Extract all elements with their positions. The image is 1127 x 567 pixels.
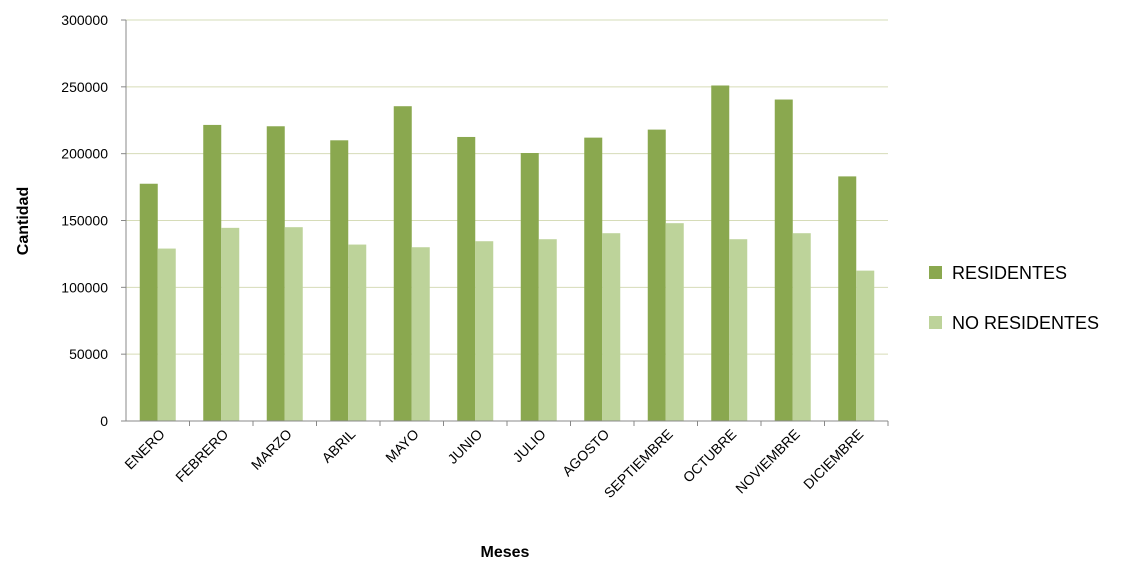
bar-no-residentes-marzo bbox=[284, 227, 303, 421]
x-axis: ENERO FEBRERO MARZO ABRIL MAYO JUNIO JULIO AGOS… bbox=[121, 420, 889, 501]
gridlines bbox=[126, 19, 888, 355]
x-tick-label: NOVIEMBRE bbox=[732, 426, 803, 497]
x-tick-label: ABRIL bbox=[318, 426, 358, 466]
x-tick-label: ENERO bbox=[121, 426, 168, 473]
legend-label: NO RESIDENTES bbox=[952, 313, 1099, 333]
bars bbox=[139, 85, 875, 422]
y-tick-label: 250000 bbox=[61, 79, 108, 95]
y-tick-label: 50000 bbox=[69, 346, 108, 362]
legend-swatch bbox=[929, 316, 942, 329]
y-axis: 0 50000 100000 150000 200000 250000 300000 bbox=[61, 12, 127, 429]
bar-residentes-marzo bbox=[266, 126, 285, 421]
bar-residentes-junio bbox=[457, 136, 476, 422]
bar-residentes-octubre bbox=[711, 85, 730, 421]
x-tick-label: OCTUBRE bbox=[680, 426, 740, 486]
bar-residentes-mayo bbox=[393, 106, 412, 421]
y-tick-label: 0 bbox=[100, 413, 108, 429]
y-tick-label: 150000 bbox=[61, 213, 108, 229]
bar-no-residentes-enero bbox=[157, 248, 176, 421]
bar-no-residentes-diciembre bbox=[856, 270, 875, 421]
y-tick-label: 200000 bbox=[61, 146, 108, 162]
bar-residentes-diciembre bbox=[838, 176, 857, 421]
x-tick-label: DICIEMBRE bbox=[800, 426, 866, 492]
y-tick-label: 100000 bbox=[61, 279, 108, 295]
y-tick-label: 300000 bbox=[61, 12, 108, 28]
bar-residentes-agosto bbox=[584, 137, 603, 422]
bar-residentes-abril bbox=[330, 140, 349, 422]
x-tick-label: AGOSTO bbox=[559, 426, 613, 480]
bar-no-residentes-junio bbox=[475, 241, 494, 421]
x-tick-label: JUNIO bbox=[444, 426, 485, 467]
legend-label: RESIDENTES bbox=[952, 263, 1067, 283]
x-axis-title: Meses bbox=[481, 544, 530, 561]
bar-residentes-enero bbox=[139, 183, 158, 421]
bar-no-residentes-mayo bbox=[411, 247, 430, 421]
bar-no-residentes-julio bbox=[538, 239, 557, 421]
bar-no-residentes-febrero bbox=[221, 227, 240, 421]
bar-no-residentes-abril bbox=[348, 244, 367, 421]
bar-no-residentes-agosto bbox=[602, 233, 621, 421]
legend: RESIDENTES NO RESIDENTES bbox=[929, 263, 1099, 333]
bar-no-residentes-noviembre bbox=[792, 233, 811, 421]
bar-residentes-febrero bbox=[203, 124, 222, 421]
x-tick-label: MARZO bbox=[248, 426, 295, 473]
bar-no-residentes-octubre bbox=[729, 239, 748, 421]
legend-swatch bbox=[929, 266, 942, 279]
bar-residentes-septiembre bbox=[647, 129, 666, 421]
y-axis-title: Cantidad bbox=[15, 187, 32, 255]
x-tick-label: MAYO bbox=[382, 426, 422, 466]
bar-no-residentes-septiembre bbox=[665, 223, 684, 421]
bar-residentes-noviembre bbox=[774, 99, 793, 421]
x-tick-label: FEBRERO bbox=[172, 426, 231, 485]
x-tick-label: JULIO bbox=[509, 426, 548, 465]
bar-residentes-julio bbox=[520, 152, 539, 421]
